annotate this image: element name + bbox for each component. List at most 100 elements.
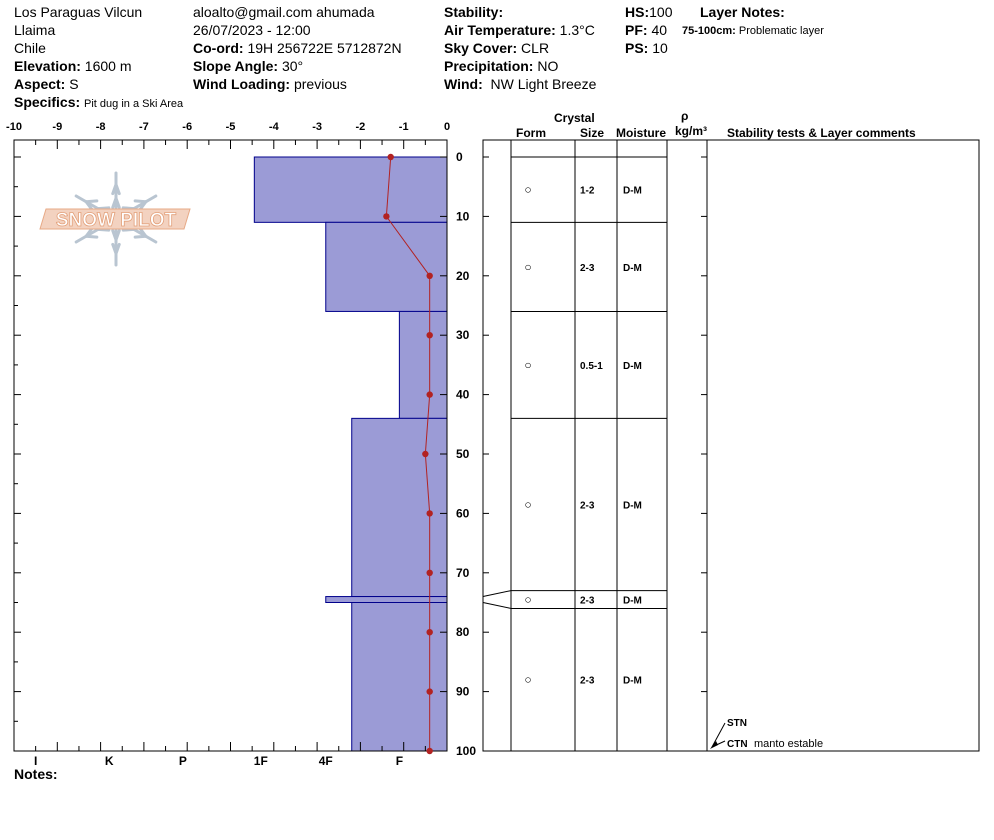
table-frame: [482, 139, 980, 752]
depth-tick-label: 0: [456, 150, 463, 164]
layer-size: 0.5-1: [580, 361, 603, 372]
layer-size: 2-3: [580, 676, 595, 687]
depth-tick-label: 40: [456, 388, 470, 402]
wind-value: NW Light Breeze: [490, 76, 597, 92]
wind-loading-label: Wind Loading:: [193, 76, 291, 92]
temp-tick-label: -3: [312, 121, 322, 133]
layer-moisture: D-M: [623, 186, 642, 197]
depth-tick-label: 30: [456, 328, 470, 342]
depth-tick-label: 100: [456, 744, 476, 758]
slope-value: 30°: [281, 58, 304, 74]
pf-value: 40: [651, 22, 668, 38]
temperature-point: [426, 688, 433, 695]
layer-note-text: Problematic layer: [738, 25, 824, 37]
temp-tick-label: -9: [52, 121, 62, 133]
layer-form: ○: [524, 673, 531, 687]
slope-label: Slope Angle:: [193, 58, 279, 74]
layer-form: ○: [524, 183, 531, 197]
flake-branch: [114, 229, 121, 242]
hardness-bar: [351, 602, 448, 752]
hardness-bar: [253, 156, 448, 223]
stability-test-name: CTN: [727, 739, 748, 750]
temperature-point: [426, 747, 433, 755]
precip-label: Precipitation:: [444, 58, 534, 74]
location: Los Paraguas Vilcun: [14, 4, 143, 20]
coord-label: Co-ord:: [193, 40, 244, 56]
temp-tick-label: -1: [399, 121, 409, 133]
layer-moisture: D-M: [623, 263, 642, 274]
form-header: Form: [516, 126, 546, 140]
air-temp-value: 1.3°C: [559, 22, 595, 38]
depth-tick-label: 20: [456, 269, 470, 283]
rho-header: ρ: [681, 109, 689, 123]
size-header: Size: [580, 126, 605, 140]
layer-size: 2-3: [580, 596, 595, 607]
flake-branch: [111, 183, 118, 196]
temp-tick-label: -7: [139, 121, 149, 133]
layer-notes-label: Layer Notes:: [700, 4, 785, 20]
density-unit-header: kg/m³: [675, 124, 708, 138]
depth-tick-label: 10: [456, 209, 470, 223]
flake-branch: [133, 234, 148, 239]
layer-form: ○: [524, 260, 531, 274]
hardness-bar: [398, 310, 448, 419]
sky-value: CLR: [521, 40, 550, 56]
sky-cover: Sky Cover: CLR: [444, 40, 549, 56]
layer-note-range: 75-100cm:: [682, 25, 736, 37]
temperature-point: [426, 510, 433, 517]
layer-moisture: D-M: [623, 500, 642, 511]
elevation-value: 1600 m: [84, 58, 132, 74]
temperature-point: [426, 629, 433, 636]
depth-tick-label: 50: [456, 447, 470, 461]
hs-label: HS:: [625, 4, 650, 20]
layer-moisture: D-M: [623, 361, 642, 372]
aspect-value: S: [69, 76, 79, 92]
temp-tick-label: 0: [444, 121, 450, 133]
depth-tick-label: 80: [456, 625, 470, 639]
temperature-point: [426, 391, 433, 398]
hardness-tick-label: P: [179, 754, 187, 768]
temperature-point: [426, 332, 433, 339]
temperature-point: [383, 213, 390, 220]
wind-label: Wind:: [444, 76, 483, 92]
temp-tick-label: -5: [226, 121, 236, 133]
crystal-header: Crystal: [554, 111, 595, 125]
stability-test-name: STN: [727, 718, 747, 729]
sky-label: Sky Cover:: [444, 40, 518, 56]
flake-branch: [84, 199, 99, 204]
coord-value: 19H 256722E 5712872N: [247, 40, 402, 56]
ps: PS: 10: [625, 40, 668, 56]
temp-tick-label: -10: [6, 121, 22, 133]
wind-loading: Wind Loading: previous: [193, 76, 347, 92]
hardness-tick-label: 4F: [319, 754, 333, 768]
layer-form: ○: [524, 593, 531, 607]
ps-label: PS:: [625, 40, 649, 56]
logo-text: SNOW PILOT: [56, 210, 177, 231]
precipitation: Precipitation: NO: [444, 58, 558, 74]
hardness-tick-label: F: [396, 754, 403, 768]
country: Chile: [14, 40, 46, 56]
layer-form: ○: [524, 358, 531, 372]
air-temp-label: Air Temperature:: [444, 22, 556, 38]
temperature-point: [426, 569, 433, 576]
hardness-bar: [325, 596, 448, 603]
stability: Stability:: [444, 4, 503, 20]
elevation: Elevation: 1600 m: [14, 58, 132, 74]
pf: PF: 40: [625, 22, 667, 38]
temp-tick-label: -4: [269, 121, 280, 133]
snow-pilot-logo: SNOW PILOT: [39, 171, 191, 267]
observer: aloalto@gmail.com ahumada: [193, 4, 375, 20]
temperature-point: [387, 153, 394, 161]
arrow-head: [710, 741, 718, 749]
specifics: Specifics: Pit dug in a Ski Area: [14, 94, 183, 112]
depth-tick-label: 60: [456, 506, 470, 520]
aspect: Aspect: S: [14, 76, 79, 92]
temperature-point: [426, 272, 433, 279]
flake-branch: [133, 199, 148, 204]
hs-value: 100: [649, 4, 673, 20]
notes-label: Notes:: [14, 766, 58, 782]
hardness-bar: [325, 221, 448, 312]
layer-size: 2-3: [580, 500, 595, 511]
flake-branch: [114, 242, 121, 255]
flake-branch: [111, 196, 118, 209]
